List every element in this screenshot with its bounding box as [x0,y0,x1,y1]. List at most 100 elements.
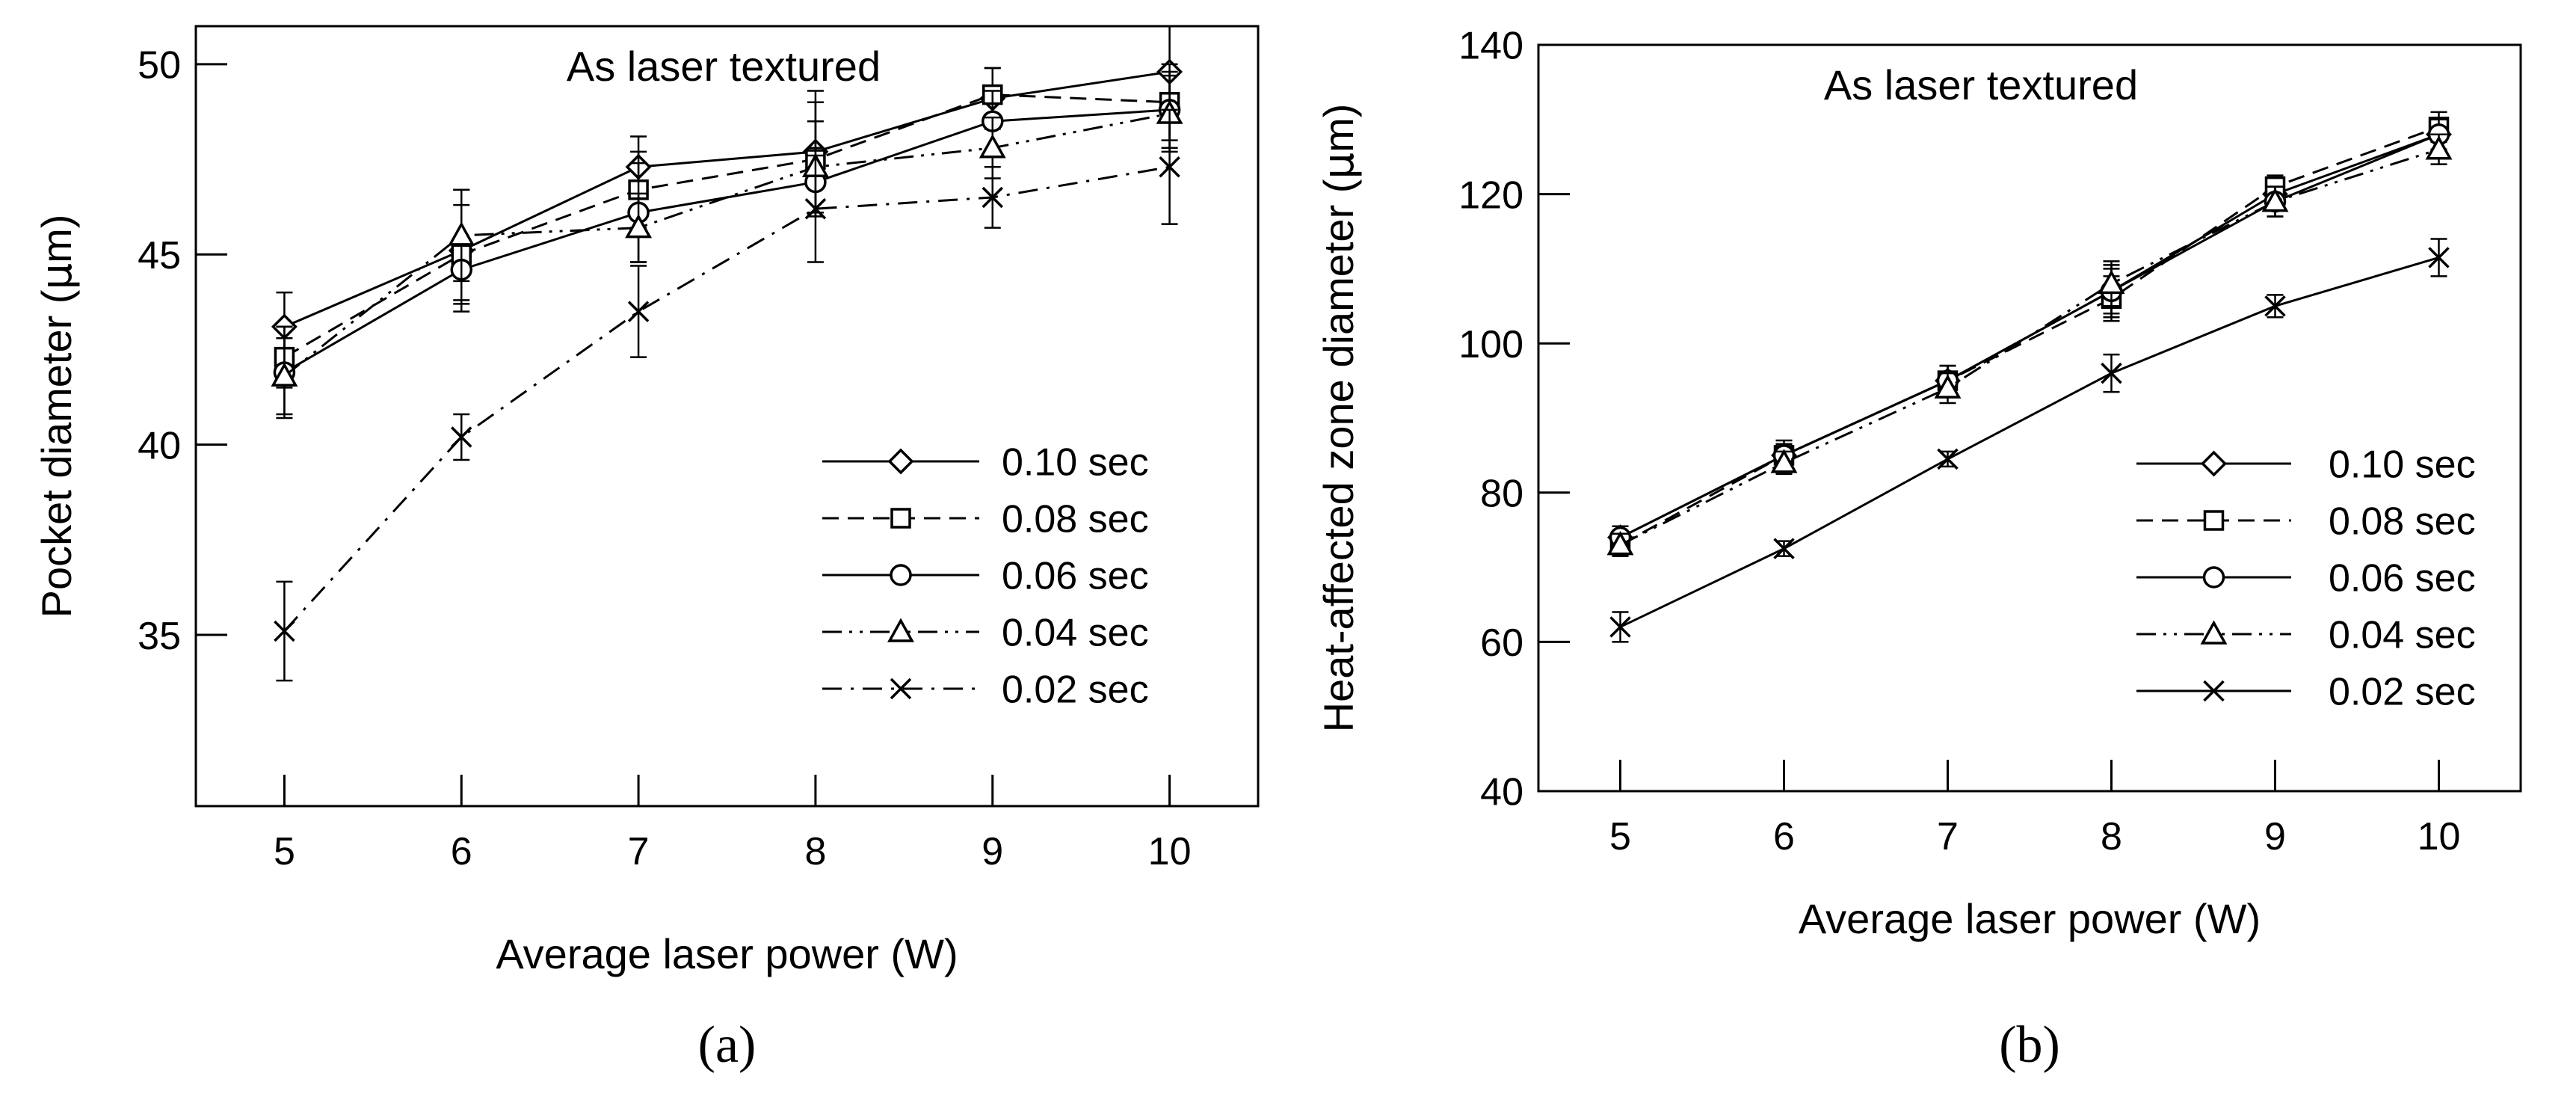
y-tick-label: 140 [1458,25,1523,68]
data-point [804,197,827,220]
y-axis-label: Heat-affected zone diameter (μm) [1315,104,1364,733]
x-tick-label: 10 [1148,830,1192,873]
data-point [451,426,472,448]
legend-marker [890,508,911,529]
panel-caption: (b) [1999,1016,2060,1074]
x-tick-label: 5 [274,830,295,873]
legend-entry: 0.06 sec [822,555,1149,598]
series-line [1619,148,2439,547]
legend-entry: 0.08 sec [2136,500,2476,544]
x-tick-label: 10 [2418,815,2461,858]
legend-marker [2203,680,2225,702]
y-tick-label: 40 [138,424,181,467]
legend-entry: 0.10 sec [822,441,1149,485]
data-point [448,221,475,246]
legend-entry: 0.10 sec [2136,443,2476,487]
series-line [1619,256,2439,628]
x-tick-label: 9 [982,830,1003,873]
data-point [1609,616,1631,638]
data-point [1159,156,1180,178]
data-point [1937,448,1959,470]
series-002-sec [1609,238,2450,643]
y-tick-label: 45 [138,234,181,277]
y-tick-label: 60 [1480,621,1523,665]
legend-label: 0.10 sec [2329,443,2476,487]
data-point [2264,295,2286,317]
x-tick-label: 9 [2264,815,2286,858]
data-point [2428,247,2450,268]
chart-annotation: As laser textured [1824,61,2138,108]
data-point [1934,374,1962,399]
series-line [283,112,1170,378]
legend-entry: 0.04 sec [822,612,1149,655]
data-point [2101,362,2122,384]
legend-marker [2202,566,2225,589]
legend-label: 0.08 sec [2329,500,2476,544]
y-tick-label: 120 [1458,173,1523,217]
legend-marker [2201,450,2227,477]
legend-label: 0.06 sec [1002,555,1149,598]
legend-label: 0.06 sec [2329,557,2476,600]
data-point [274,620,295,642]
data-point [625,214,653,239]
y-axis-label-suffix: m) [33,215,80,263]
panel-caption: (a) [698,1016,757,1074]
x-tick-label: 6 [451,830,472,873]
series-line [283,70,1170,328]
y-tick-label: 35 [138,615,181,658]
series-004-sec [271,74,1183,416]
data-point [979,134,1006,159]
series-004-sec [1606,133,2453,557]
data-point [1606,531,1634,556]
data-point [2425,135,2453,160]
legend-label: 0.02 sec [2329,671,2476,714]
legend-marker [2200,620,2228,645]
y-tick-label: 80 [1480,473,1523,516]
data-point [2261,187,2289,212]
legend-label: 0.02 sec [1002,669,1149,712]
series-002-sec [274,108,1180,682]
series-line [283,165,1170,632]
legend-entry: 0.04 sec [2136,614,2476,657]
y-axis-label-prefix: Heat-affected zone diameter ( [1315,179,1362,732]
legend-entry: 0.08 sec [822,498,1149,541]
legend-marker [2203,510,2225,531]
y-axis-label-prefix: Pocket diameter ( [33,289,80,618]
data-point [2098,269,2125,295]
y-tick-label: 50 [138,44,181,87]
y-axis-label-unit: μ [1315,153,1364,179]
legend-marker [890,677,912,700]
legend-marker [887,618,914,642]
data-point [1770,449,1798,473]
legend-entry: 0.02 sec [2136,671,2476,714]
chart-panel-a: 35 40 45 50 5 6 7 8 9 10 0.10 sec 0.08 sec 0.06 sec 0… [33,25,1260,1074]
x-tick-label: 7 [1937,815,1959,858]
legend-label: 0.04 sec [1002,612,1149,655]
legend-marker [890,564,912,586]
y-tick-label: 40 [1480,771,1523,814]
data-point [627,301,650,322]
plot-frame [1537,43,2522,793]
chart-annotation: As laser textured [567,43,881,90]
legend-label: 0.04 sec [2329,614,2476,657]
x-tick-label: 8 [804,830,826,873]
data-point [982,186,1003,209]
legend-marker [887,448,914,475]
x-tick-label: 8 [2101,815,2122,858]
data-point [1773,538,1795,559]
legend-label: 0.10 sec [1002,441,1149,485]
plot-frame [194,25,1260,808]
legend-label: 0.08 sec [1002,498,1149,541]
y-axis-label-suffix: m) [1315,104,1362,153]
chart-panel-b: 40 60 80 100 120 140 5 6 7 8 9 10 0.10 sec 0.08 sec 0.… [1315,25,2522,1074]
legend-entry: 0.06 sec [2136,557,2476,600]
x-axis-label: Average laser power (W) [1799,895,2261,942]
x-axis-label: Average laser power (W) [496,930,958,977]
data-point [271,362,298,387]
x-tick-label: 5 [1609,815,1631,858]
series-line [283,93,1170,358]
x-tick-label: 6 [1773,815,1795,858]
x-tick-label: 7 [628,830,650,873]
